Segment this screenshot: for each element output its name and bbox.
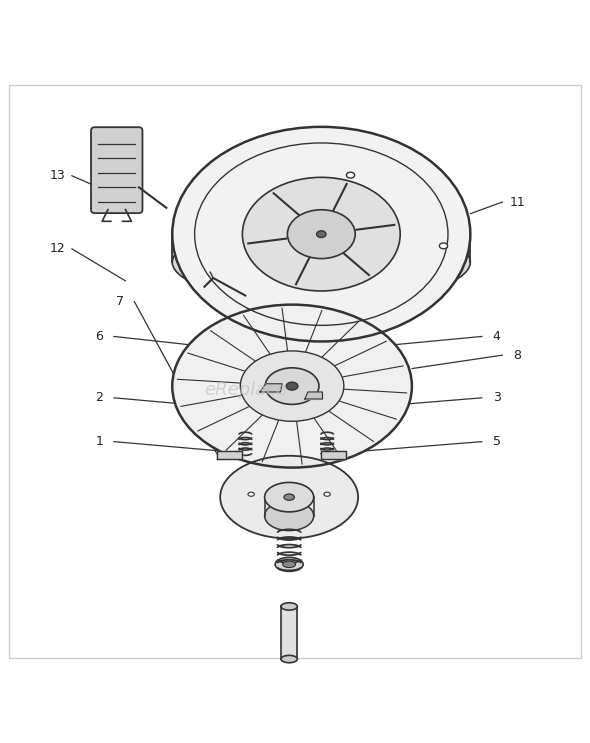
Text: eReplace: eReplace xyxy=(204,381,287,399)
Text: 13: 13 xyxy=(49,169,65,182)
Text: 8: 8 xyxy=(513,348,521,362)
Ellipse shape xyxy=(265,368,319,404)
Ellipse shape xyxy=(264,482,314,512)
Text: 12: 12 xyxy=(49,242,65,256)
Text: 5: 5 xyxy=(493,435,501,448)
Polygon shape xyxy=(281,606,297,659)
Ellipse shape xyxy=(172,127,470,342)
Polygon shape xyxy=(305,392,323,399)
Ellipse shape xyxy=(346,172,355,178)
Ellipse shape xyxy=(324,492,330,496)
Text: 1: 1 xyxy=(95,435,103,448)
Ellipse shape xyxy=(264,501,314,531)
Text: 7: 7 xyxy=(116,295,124,308)
Ellipse shape xyxy=(440,243,448,249)
Text: 11: 11 xyxy=(509,195,525,209)
Ellipse shape xyxy=(286,382,298,390)
Ellipse shape xyxy=(240,351,344,421)
Text: 4: 4 xyxy=(493,330,500,343)
Ellipse shape xyxy=(248,492,254,496)
Ellipse shape xyxy=(281,655,297,663)
Polygon shape xyxy=(322,451,346,459)
Ellipse shape xyxy=(287,210,355,259)
Ellipse shape xyxy=(242,178,400,291)
Ellipse shape xyxy=(281,603,297,610)
Ellipse shape xyxy=(317,231,326,238)
Polygon shape xyxy=(217,451,242,459)
FancyBboxPatch shape xyxy=(91,127,142,213)
Text: 6: 6 xyxy=(95,330,103,343)
Text: 2: 2 xyxy=(95,392,103,404)
Ellipse shape xyxy=(172,221,470,303)
Ellipse shape xyxy=(275,557,303,571)
Ellipse shape xyxy=(172,305,412,467)
Ellipse shape xyxy=(283,561,296,568)
Polygon shape xyxy=(260,384,282,392)
Ellipse shape xyxy=(220,455,358,539)
Text: 3: 3 xyxy=(493,392,500,404)
FancyBboxPatch shape xyxy=(9,85,581,658)
Ellipse shape xyxy=(284,494,294,500)
